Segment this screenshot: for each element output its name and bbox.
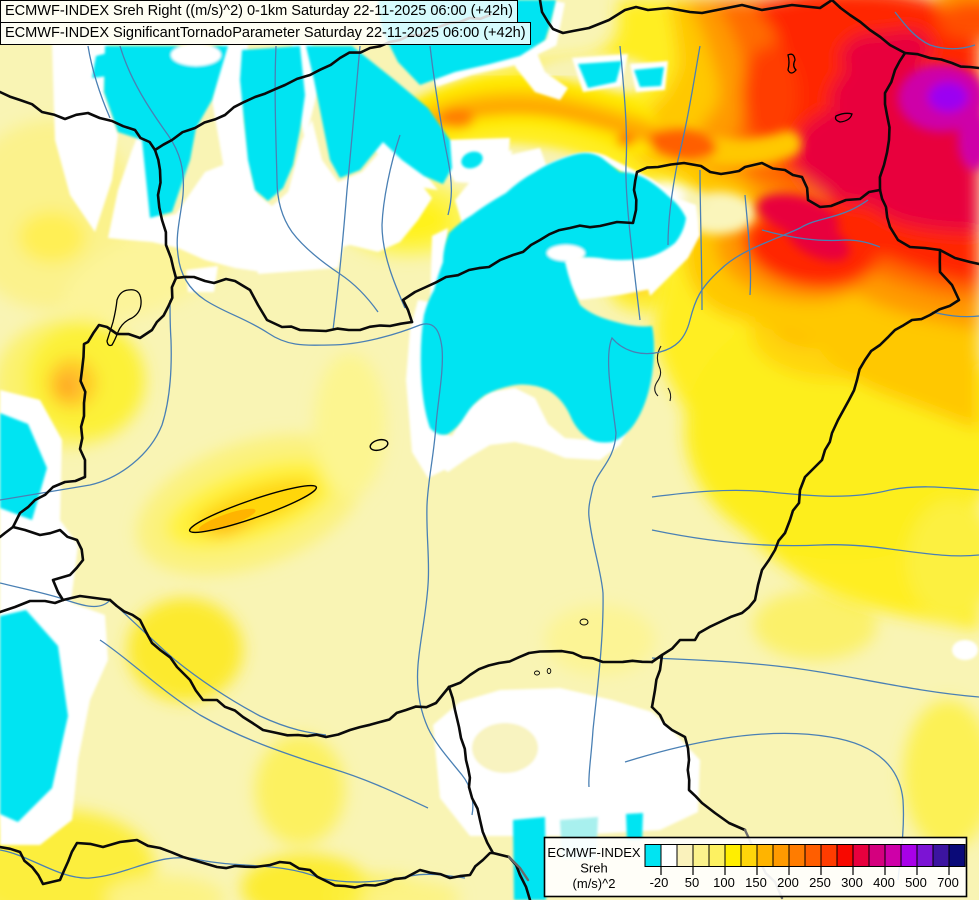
- svg-text:500: 500: [905, 875, 927, 890]
- svg-text:ECMWF-INDEX: ECMWF-INDEX: [547, 845, 640, 860]
- svg-text:(m/s)^2: (m/s)^2: [573, 876, 616, 891]
- svg-text:700: 700: [937, 875, 959, 890]
- svg-text:50: 50: [685, 875, 699, 890]
- svg-text:400: 400: [873, 875, 895, 890]
- svg-text:250: 250: [809, 875, 831, 890]
- svg-text:150: 150: [745, 875, 767, 890]
- svg-text:200: 200: [777, 875, 799, 890]
- svg-text:Sreh: Sreh: [580, 861, 607, 876]
- svg-text:300: 300: [841, 875, 863, 890]
- svg-text:-20: -20: [650, 875, 669, 890]
- svg-text:100: 100: [713, 875, 735, 890]
